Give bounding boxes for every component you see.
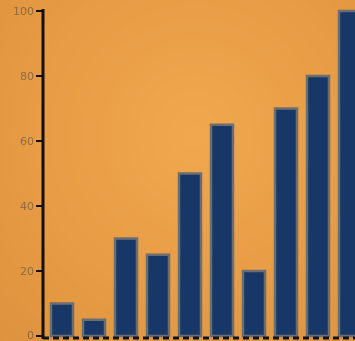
y-tick-label-20: 20 <box>20 265 34 278</box>
axes-group <box>41 9 355 340</box>
bar-8 <box>273 107 299 338</box>
y-tick-label-80: 80 <box>20 70 34 83</box>
bar-9 <box>305 74 331 338</box>
bar-6 <box>209 123 235 338</box>
bars-group <box>49 9 355 338</box>
y-ticks-group: 0 20 40 60 80 100 <box>13 5 43 341</box>
y-tick-label-40: 40 <box>20 200 34 213</box>
bar-2 <box>81 318 107 338</box>
bar-4 <box>145 253 171 338</box>
y-tick-label-100: 100 <box>13 5 34 18</box>
bar-3 <box>113 237 139 338</box>
bar-5 <box>177 172 203 338</box>
bar-1 <box>49 302 75 338</box>
y-tick-label-0: 0 <box>27 329 34 341</box>
bar-7 <box>241 269 267 338</box>
y-tick-label-60: 60 <box>20 135 34 148</box>
bar-10 <box>337 9 355 338</box>
